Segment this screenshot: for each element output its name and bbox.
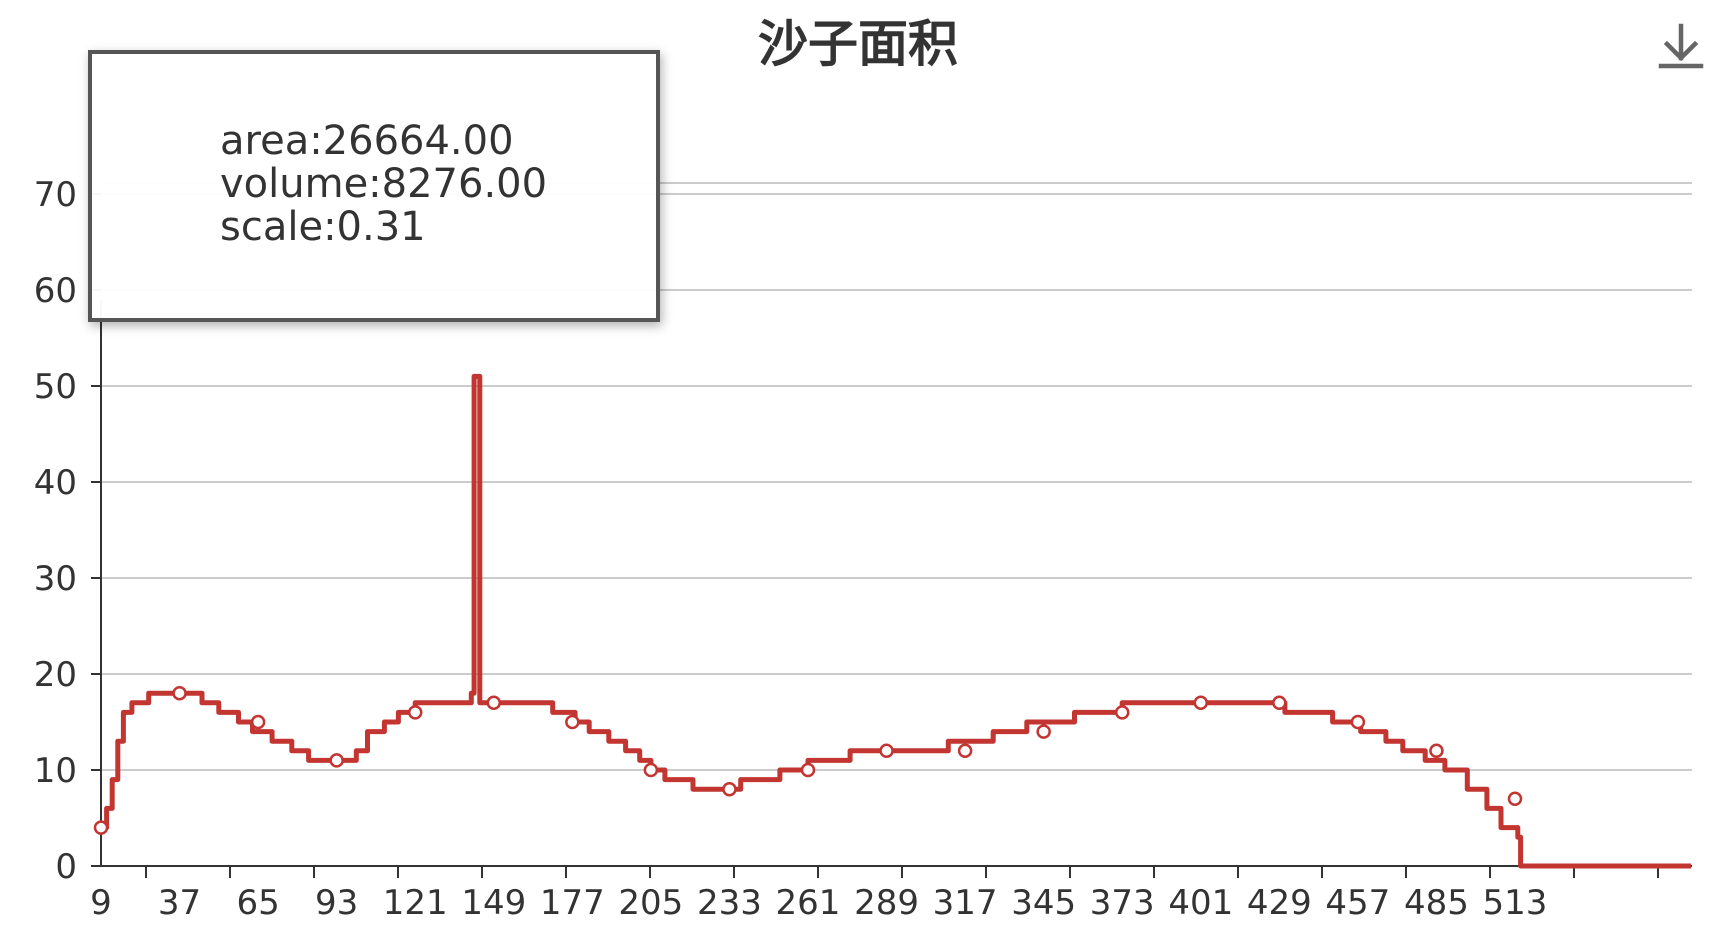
data-point: [329, 753, 344, 768]
axes: 0 10 20 30 40 50 60 70 9 37 65 93 121 149 177 205 233 261…: [34, 175, 1692, 923]
data-point: [93, 820, 109, 835]
x-tick-label: 233: [697, 883, 762, 923]
x-tick-label: 317: [933, 883, 998, 923]
x-tick-label: 93: [315, 883, 358, 923]
data-point: [1350, 714, 1366, 730]
download-button[interactable]: [1655, 20, 1707, 72]
data-point: [250, 714, 266, 730]
y-tick-label: 20: [34, 655, 77, 695]
tooltip-scale: scale:0.31: [220, 204, 426, 250]
series-path: [101, 373, 1691, 869]
x-tick-label: 457: [1325, 883, 1390, 923]
data-point: [407, 705, 423, 720]
x-tick-label: 373: [1090, 883, 1155, 923]
x-tick-label: 9: [90, 883, 112, 923]
data-point: [722, 781, 737, 797]
x-tick-label: 429: [1247, 883, 1312, 923]
tooltip-area: area:26664.00: [220, 118, 514, 164]
x-tick-label: 149: [461, 883, 526, 923]
y-tick-label: 30: [34, 559, 77, 599]
data-point: [1193, 695, 1209, 711]
download-icon: [1658, 23, 1704, 69]
x-tick-label: 513: [1483, 883, 1548, 923]
x-tick-label: 177: [540, 883, 605, 923]
y-tick-label: 0: [55, 847, 77, 887]
data-point: [172, 685, 187, 701]
y-tick-label: 50: [34, 367, 77, 407]
data-point: [1036, 724, 1051, 739]
x-tick-label: 121: [383, 883, 448, 923]
x-tick-label: 37: [158, 883, 201, 923]
data-point: [643, 762, 659, 778]
x-tick-label: 401: [1168, 883, 1233, 923]
y-tick-label: 40: [34, 463, 77, 503]
data-point: [1114, 705, 1130, 720]
x-tick-label: 65: [236, 883, 279, 923]
chart-title: 沙子面积: [758, 15, 958, 73]
data-point: [957, 743, 973, 759]
series-line: [101, 373, 1691, 869]
data-point: [1507, 791, 1523, 807]
data-point: [565, 714, 580, 730]
data-point: [486, 695, 502, 711]
y-tick-label: 10: [34, 751, 77, 791]
data-point: [1272, 695, 1287, 711]
x-tick-label: 205: [618, 883, 683, 923]
data-point: [1429, 743, 1444, 759]
data-point: [879, 743, 894, 759]
x-tick-label: 261: [776, 883, 841, 923]
x-tick-label: 345: [1011, 883, 1076, 923]
x-tick-label: 485: [1404, 883, 1469, 923]
x-tick-label: 289: [854, 883, 919, 923]
series-markers: [93, 685, 1523, 835]
y-tick-label: 60: [34, 271, 77, 311]
tooltip: area:26664.00 volume:8276.00 scale:0.31: [88, 50, 660, 322]
y-tick-label: 70: [34, 175, 77, 215]
tooltip-volume: volume:8276.00: [220, 161, 548, 207]
data-point: [800, 762, 816, 778]
